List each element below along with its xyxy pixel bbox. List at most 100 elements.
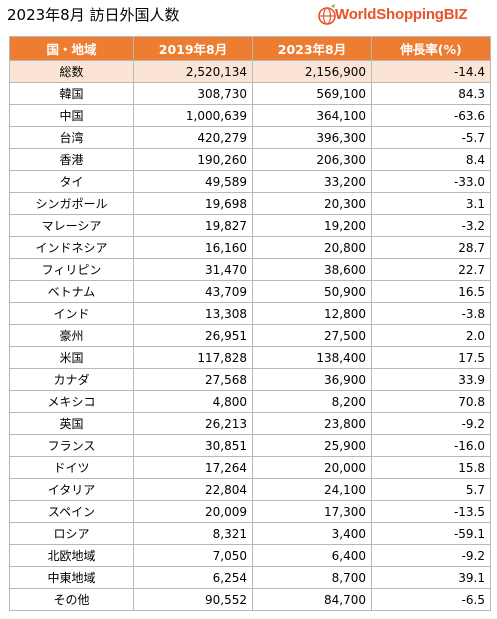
column-header-2023-aug: 2023年8月: [252, 36, 372, 61]
cell-growth-rate: -14.4: [371, 60, 491, 83]
table-row: 台湾 420,279 396,300 -5.7: [9, 126, 491, 149]
cell-growth-rate: 39.1: [371, 566, 491, 589]
cell-2023-aug: 24,100: [252, 478, 372, 501]
cell-country: 中国: [9, 104, 134, 127]
worldshopping-biz-logo: WorldShoppingBIZ: [318, 3, 494, 29]
cell-2019-aug: 27,568: [133, 368, 253, 391]
table-row: イタリア 22,804 24,100 5.7: [9, 478, 491, 501]
cell-growth-rate: -9.2: [371, 544, 491, 567]
cell-growth-rate: 17.5: [371, 346, 491, 369]
globe-icon: [318, 4, 336, 25]
cell-country: 香港: [9, 148, 134, 171]
cell-country: フランス: [9, 434, 134, 457]
table-row: 米国 117,828 138,400 17.5: [9, 346, 491, 369]
cell-2019-aug: 19,827: [133, 214, 253, 237]
cell-2019-aug: 19,698: [133, 192, 253, 215]
cell-2019-aug: 43,709: [133, 280, 253, 303]
cell-2019-aug: 2,520,134: [133, 60, 253, 83]
cell-country: ベトナム: [9, 280, 134, 303]
cell-2019-aug: 1,000,639: [133, 104, 253, 127]
table-row: インド 13,308 12,800 -3.8: [9, 302, 491, 325]
cell-2023-aug: 27,500: [252, 324, 372, 347]
cell-2019-aug: 16,160: [133, 236, 253, 259]
cell-2019-aug: 6,254: [133, 566, 253, 589]
cell-growth-rate: 15.8: [371, 456, 491, 479]
cell-2023-aug: 569,100: [252, 82, 372, 105]
cell-growth-rate: -33.0: [371, 170, 491, 193]
cell-growth-rate: 2.0: [371, 324, 491, 347]
cell-2023-aug: 8,700: [252, 566, 372, 589]
cell-2023-aug: 396,300: [252, 126, 372, 149]
cell-2019-aug: 26,951: [133, 324, 253, 347]
table-row: 豪州 26,951 27,500 2.0: [9, 324, 491, 347]
cell-growth-rate: 22.7: [371, 258, 491, 281]
cell-2019-aug: 22,804: [133, 478, 253, 501]
table-row: ロシア 8,321 3,400 -59.1: [9, 522, 491, 545]
column-header-growth-rate: 伸長率(%): [371, 36, 491, 61]
cell-2023-aug: 6,400: [252, 544, 372, 567]
cell-2023-aug: 25,900: [252, 434, 372, 457]
table-row: 中国 1,000,639 364,100 -63.6: [9, 104, 491, 127]
cell-growth-rate: 3.1: [371, 192, 491, 215]
cell-country: ロシア: [9, 522, 134, 545]
table-row: フィリピン 31,470 38,600 22.7: [9, 258, 491, 281]
cell-country: 韓国: [9, 82, 134, 105]
cell-country: 総数: [9, 60, 134, 83]
cell-growth-rate: 16.5: [371, 280, 491, 303]
table-row: スペイン 20,009 17,300 -13.5: [9, 500, 491, 523]
table-row: 北欧地域 7,050 6,400 -9.2: [9, 544, 491, 567]
cell-growth-rate: 8.4: [371, 148, 491, 171]
table-header-row: 国・地域 2019年8月 2023年8月 伸長率(%): [9, 36, 491, 61]
cell-growth-rate: 28.7: [371, 236, 491, 259]
cell-2019-aug: 90,552: [133, 588, 253, 611]
cell-country: インドネシア: [9, 236, 134, 259]
cell-2019-aug: 190,260: [133, 148, 253, 171]
cell-2023-aug: 8,200: [252, 390, 372, 413]
cell-growth-rate: -3.8: [371, 302, 491, 325]
cell-country: メキシコ: [9, 390, 134, 413]
cell-2019-aug: 17,264: [133, 456, 253, 479]
cell-growth-rate: -3.2: [371, 214, 491, 237]
cell-2023-aug: 19,200: [252, 214, 372, 237]
cell-2023-aug: 364,100: [252, 104, 372, 127]
cell-2023-aug: 36,900: [252, 368, 372, 391]
cell-growth-rate: -6.5: [371, 588, 491, 611]
table-row: ドイツ 17,264 20,000 15.8: [9, 456, 491, 479]
cell-2019-aug: 31,470: [133, 258, 253, 281]
table-row: フランス 30,851 25,900 -16.0: [9, 434, 491, 457]
table-row: シンガポール 19,698 20,300 3.1: [9, 192, 491, 215]
cell-country: 英国: [9, 412, 134, 435]
cell-country: 豪州: [9, 324, 134, 347]
cell-growth-rate: -16.0: [371, 434, 491, 457]
cell-2023-aug: 12,800: [252, 302, 372, 325]
cell-growth-rate: 33.9: [371, 368, 491, 391]
cell-growth-rate: 70.8: [371, 390, 491, 413]
cell-growth-rate: -5.7: [371, 126, 491, 149]
cell-country: 北欧地域: [9, 544, 134, 567]
column-header-2019-aug: 2019年8月: [133, 36, 253, 61]
cell-country: その他: [9, 588, 134, 611]
cell-country: イタリア: [9, 478, 134, 501]
table-row: 韓国 308,730 569,100 84.3: [9, 82, 491, 105]
cell-country: マレーシア: [9, 214, 134, 237]
cell-2023-aug: 20,000: [252, 456, 372, 479]
table-row: インドネシア 16,160 20,800 28.7: [9, 236, 491, 259]
table-row: 中東地域 6,254 8,700 39.1: [9, 566, 491, 589]
cell-country: スペイン: [9, 500, 134, 523]
cell-2023-aug: 2,156,900: [252, 60, 372, 83]
cell-growth-rate: -63.6: [371, 104, 491, 127]
cell-2019-aug: 7,050: [133, 544, 253, 567]
cell-2019-aug: 30,851: [133, 434, 253, 457]
table-row: 英国 26,213 23,800 -9.2: [9, 412, 491, 435]
cell-country: 米国: [9, 346, 134, 369]
table-row: 香港 190,260 206,300 8.4: [9, 148, 491, 171]
cell-2019-aug: 117,828: [133, 346, 253, 369]
cell-country: カナダ: [9, 368, 134, 391]
page-header: 2023年8月 訪日外国人数 WorldShoppingBIZ: [0, 0, 497, 36]
cell-2023-aug: 20,800: [252, 236, 372, 259]
cell-2023-aug: 138,400: [252, 346, 372, 369]
cell-country: タイ: [9, 170, 134, 193]
table-row: マレーシア 19,827 19,200 -3.2: [9, 214, 491, 237]
cell-2023-aug: 50,900: [252, 280, 372, 303]
cell-2019-aug: 26,213: [133, 412, 253, 435]
